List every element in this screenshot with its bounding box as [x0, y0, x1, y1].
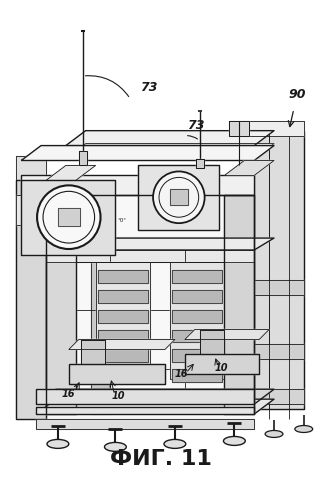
- Polygon shape: [239, 120, 304, 136]
- Polygon shape: [96, 262, 150, 380]
- Polygon shape: [79, 150, 87, 166]
- Polygon shape: [224, 196, 254, 414]
- Ellipse shape: [224, 436, 245, 446]
- Polygon shape: [254, 130, 304, 409]
- Polygon shape: [46, 196, 76, 414]
- Text: 16: 16: [62, 389, 76, 399]
- Polygon shape: [254, 389, 304, 404]
- Polygon shape: [229, 120, 249, 136]
- Polygon shape: [234, 200, 254, 414]
- Polygon shape: [69, 364, 165, 384]
- Polygon shape: [16, 156, 46, 180]
- Polygon shape: [170, 190, 188, 205]
- Polygon shape: [66, 130, 274, 146]
- Ellipse shape: [295, 426, 313, 432]
- Polygon shape: [170, 262, 224, 380]
- Polygon shape: [21, 146, 274, 160]
- Polygon shape: [46, 250, 254, 262]
- Polygon shape: [98, 370, 148, 382]
- Polygon shape: [36, 389, 254, 404]
- Polygon shape: [98, 310, 148, 322]
- Ellipse shape: [105, 442, 126, 452]
- Text: 73: 73: [140, 81, 158, 94]
- Polygon shape: [58, 208, 80, 226]
- Polygon shape: [172, 290, 223, 302]
- Text: 10: 10: [112, 391, 125, 401]
- Polygon shape: [16, 196, 36, 225]
- Polygon shape: [46, 180, 254, 419]
- Text: 16: 16: [175, 370, 189, 380]
- Polygon shape: [185, 330, 269, 340]
- Polygon shape: [36, 389, 274, 404]
- Polygon shape: [254, 344, 304, 360]
- Text: 10: 10: [215, 364, 228, 374]
- Polygon shape: [196, 158, 203, 168]
- Circle shape: [37, 186, 100, 249]
- Polygon shape: [16, 180, 46, 419]
- Ellipse shape: [47, 440, 69, 448]
- Polygon shape: [21, 180, 115, 255]
- Polygon shape: [172, 330, 223, 342]
- Polygon shape: [91, 196, 110, 414]
- Text: 90: 90: [288, 88, 306, 101]
- Polygon shape: [98, 290, 148, 302]
- Polygon shape: [200, 330, 224, 354]
- Ellipse shape: [265, 430, 283, 438]
- Polygon shape: [98, 350, 148, 362]
- Polygon shape: [98, 330, 148, 342]
- Text: 73: 73: [187, 118, 204, 132]
- Text: ФИГ. 11: ФИГ. 11: [110, 449, 212, 469]
- Polygon shape: [138, 166, 220, 230]
- Polygon shape: [36, 407, 254, 414]
- Circle shape: [153, 172, 205, 223]
- Ellipse shape: [164, 440, 186, 448]
- Polygon shape: [172, 310, 223, 322]
- Polygon shape: [81, 340, 106, 364]
- Polygon shape: [36, 399, 274, 414]
- Polygon shape: [69, 340, 175, 349]
- Polygon shape: [98, 270, 148, 283]
- Polygon shape: [46, 166, 96, 180]
- Polygon shape: [254, 280, 304, 294]
- Polygon shape: [224, 160, 274, 176]
- Polygon shape: [172, 350, 223, 362]
- Polygon shape: [185, 354, 259, 374]
- Text: °0°: °0°: [118, 218, 127, 223]
- Polygon shape: [172, 370, 223, 382]
- Polygon shape: [21, 176, 254, 196]
- Polygon shape: [36, 419, 254, 429]
- Polygon shape: [66, 144, 274, 158]
- Polygon shape: [172, 270, 223, 283]
- Polygon shape: [46, 238, 274, 250]
